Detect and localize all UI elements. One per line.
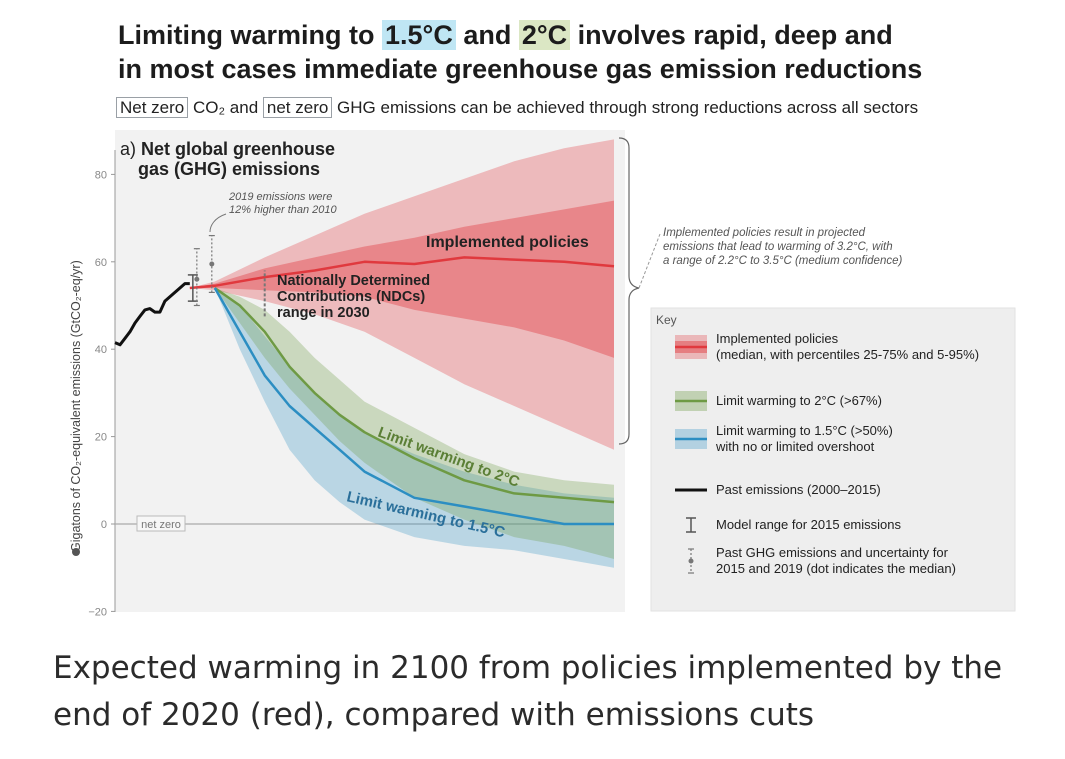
subtitle: Net zero CO₂ and net zero GHG emissions … (116, 97, 919, 118)
panel-prefix: a) (120, 139, 141, 159)
y-tick-label: −20 (88, 606, 107, 618)
ndc-label-line-1: Nationally Determined (277, 273, 430, 289)
median-line-2c (214, 286, 615, 504)
subtitle-box-net-zero-ghg: net zero (262, 97, 333, 118)
page-title: Limiting warming to 1.5°C and 2°C involv… (118, 18, 1018, 86)
legend-entry-2-line-0: Limit warming to 1.5°C (>50%) (716, 423, 893, 438)
legend-entry-1-line-0: Limit warming to 2°C (>67%) (716, 393, 882, 408)
ndc-label-line-3: range in 2030 (277, 305, 370, 321)
projection-note-line-1: Implemented policies result in projected (663, 227, 866, 239)
y-tick-label: 0 (101, 519, 107, 531)
panel-title-line-2: gas (GHG) emissions (138, 159, 320, 179)
subtitle-box-net-zero-co2: Net zero (116, 97, 189, 118)
emissions-chart: 80 60 40 20 0 −20 Gigatons of CO₂-equivalent e… (69, 130, 1016, 618)
net-zero-box (136, 515, 186, 532)
panel-title-line-1: Net global greenhouse (141, 139, 335, 159)
title-pre: Limiting warming to (118, 20, 382, 50)
legend-entry-2-line-1: with no or limited overshoot (715, 439, 875, 454)
plot-background (115, 130, 625, 612)
band-2c (214, 288, 615, 559)
ndc-label-line-2: Contributions (NDCs) (277, 289, 425, 305)
legend-entry-3-line-0: Past emissions (2000–2015) (716, 482, 881, 497)
caption: Expected warming in 2100 from policies i… (53, 650, 1003, 733)
net-zero-label: net zero (141, 519, 181, 531)
legend-title: Key (656, 313, 677, 327)
legend-entry-5-line-1: 2015 and 2019 (dot indicates the median) (716, 561, 956, 576)
info-icon (72, 548, 80, 556)
legend-entry-5-line-0: Past GHG emissions and uncertainty for (716, 545, 949, 560)
subtitle-co2: CO₂ and (188, 98, 263, 117)
median-line-1-5c (213, 287, 614, 526)
implemented-policies-label: Implemented policies (426, 234, 589, 251)
title-highlight-1-5: 1.5°C (382, 20, 456, 50)
y-tick-label: 80 (95, 169, 107, 181)
implemented-band-5-95 (189, 139, 615, 450)
band-1-5c (214, 288, 615, 568)
legend-entry-0-line-1: (median, with percentiles 25-75% and 5-9… (716, 347, 979, 362)
annotation-2019-leader (209, 213, 227, 233)
y-tick-label: 20 (95, 432, 107, 444)
uncertainty-median-dot-1 (209, 261, 215, 267)
title-post: involves rapid, deep and (570, 20, 893, 50)
y-axis-label: Gigatons of CO₂-equivalent emissions (Gt… (69, 260, 83, 552)
implemented-band-25-75 (189, 200, 615, 358)
y-tick-label: 40 (95, 344, 107, 356)
implemented-median-line (189, 256, 615, 290)
annotation-2019-line-2: 12% higher than 2010 (229, 204, 338, 216)
uncertainty-median-dot-0 (194, 276, 200, 282)
panel-title: a) Net global greenhouse (120, 139, 335, 159)
title-highlight-2: 2°C (518, 20, 571, 50)
subtitle-rest: GHG emissions can be achieved through st… (332, 98, 919, 117)
annotation-2019-line-1: 2019 emissions were (228, 191, 332, 203)
legend-entry-0-line-0: Implemented policies (716, 331, 839, 346)
past-emissions-line (114, 282, 190, 347)
title-mid: and (455, 20, 519, 50)
projection-note-line-2: emissions that lead to warming of 3.2°C,… (663, 241, 893, 253)
legend-swatch-uncertainty-dot (688, 558, 694, 564)
legend-box (650, 307, 1016, 612)
projection-note-line-3: a range of 2.2°C to 3.5°C (medium confid… (663, 255, 902, 267)
legend-entry-4-line-0: Model range for 2015 emissions (716, 517, 901, 532)
projection-leader (638, 233, 661, 289)
y-tick-label: 60 (95, 257, 107, 269)
title-line-2: in most cases immediate greenhouse gas e… (118, 54, 923, 84)
